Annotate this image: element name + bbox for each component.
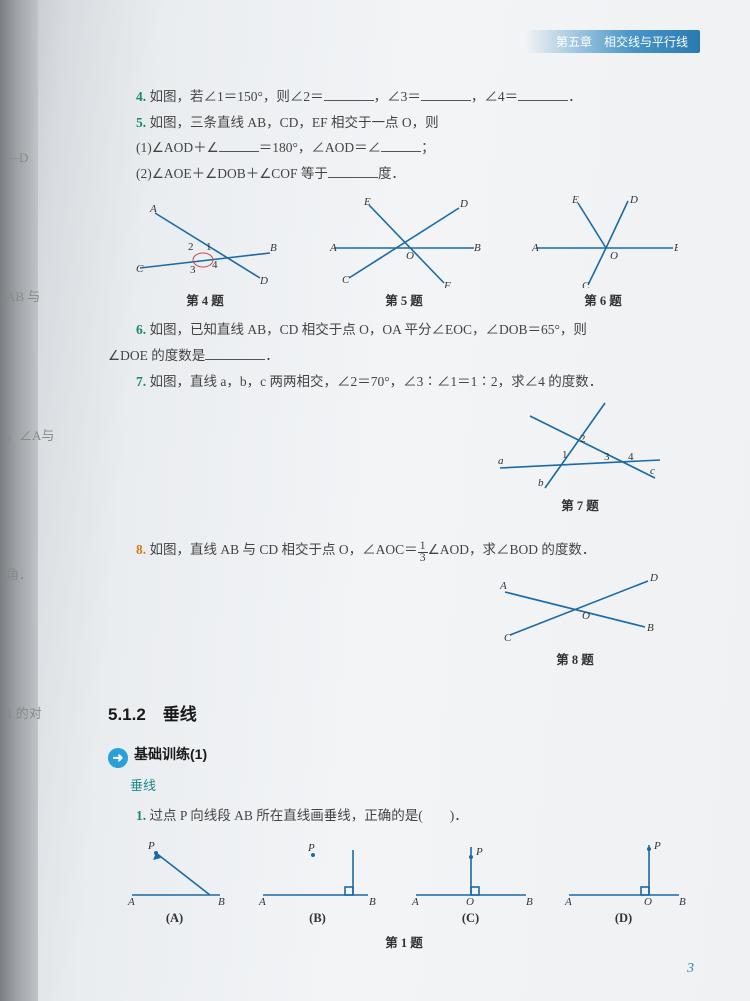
figure-8: A B C D O 第 8 题 <box>490 567 660 673</box>
question-8: 8. 如图，直线 AB 与 CD 相交于点 O，∠AOC＝13∠AOD，求∠BO… <box>108 537 700 563</box>
figure-5: A B C D E F O 第 5 题 <box>324 193 484 314</box>
question-7: 7. 如图，直线 a，b，c 两两相交，∠2＝70°，∠3∶∠1＝1∶2，求∠4… <box>108 369 700 395</box>
fig1-caption: 第 1 题 <box>108 932 700 956</box>
svg-text:C: C <box>342 274 350 286</box>
svg-text:1: 1 <box>562 449 568 461</box>
svg-text:B: B <box>218 896 225 905</box>
svg-text:C: C <box>136 263 144 275</box>
svg-text:A: A <box>411 896 419 905</box>
option-a: P A B (A) <box>120 835 230 931</box>
svg-text:A: A <box>127 896 135 905</box>
svg-text:E: E <box>571 194 579 206</box>
svg-text:D: D <box>459 198 468 210</box>
svg-text:O: O <box>466 896 474 905</box>
svg-text:D: D <box>629 194 638 206</box>
chapter-header: 第五章 相交线与平行线 <box>526 30 700 53</box>
page-content: 第五章 相交线与平行线 4. 如图，若∠1＝150°，则∠2＝，∠3＝，∠4＝．… <box>58 0 740 1001</box>
options-row: P A B (A) P A B (B) <box>108 835 700 931</box>
svg-text:b: b <box>538 477 544 489</box>
option-d: P O A B (D) <box>559 835 689 931</box>
figure-7: a b c 1 2 3 4 第 7 题 <box>490 398 670 519</box>
svg-text:O: O <box>644 896 652 905</box>
question-5: 5. 如图，三条直线 AB，CD，EF 相交于一点 O，则 <box>108 110 700 136</box>
figure-6: A B E D C O 第 6 题 <box>528 193 678 314</box>
question-1b: 1. 过点 P 向线段 AB 所在直线画垂线，正确的是( )． <box>108 803 700 829</box>
question-6-line2: ∠DOE 的度数是． <box>108 343 700 369</box>
svg-text:E: E <box>363 196 371 208</box>
svg-text:O: O <box>610 250 618 262</box>
section-title: 5.1.2 垂线 <box>108 699 700 731</box>
option-c: P O A B (C) <box>406 835 536 931</box>
subsection-head: ➜基础训练(1) <box>108 741 700 768</box>
svg-text:a: a <box>498 455 504 467</box>
svg-text:A: A <box>564 896 572 905</box>
question-4: 4. 如图，若∠1＝150°，则∠2＝，∠3＝，∠4＝． <box>108 84 700 110</box>
figure-4: A C B D 2 1 3 4 第 4 题 <box>130 198 280 314</box>
svg-text:D: D <box>259 275 268 287</box>
svg-text:B: B <box>647 622 654 634</box>
svg-text:3: 3 <box>190 264 196 276</box>
question-5-sub2: (2)∠AOE＋∠DOB＋∠COF 等于度． <box>108 161 700 187</box>
svg-text:P: P <box>475 846 483 858</box>
svg-text:P: P <box>653 840 661 852</box>
svg-text:A: A <box>499 580 507 592</box>
svg-text:B: B <box>369 896 376 905</box>
svg-text:P: P <box>307 842 315 854</box>
svg-text:B: B <box>526 896 533 905</box>
svg-text:B: B <box>679 896 686 905</box>
svg-text:P: P <box>147 840 155 852</box>
left-page-bleed: —D AB 与 ，∠A与 角． 1 的对 <box>0 0 58 1001</box>
svg-text:B: B <box>674 242 678 254</box>
option-b: P A B (B) <box>253 835 383 931</box>
question-6: 6. 如图，已知直线 AB，CD 相交于点 O，OA 平分∠EOC，∠DOB＝6… <box>108 317 700 343</box>
svg-text:C: C <box>504 632 512 644</box>
svg-text:B: B <box>270 242 277 254</box>
svg-text:1: 1 <box>206 241 212 253</box>
svg-text:c: c <box>650 465 655 477</box>
svg-text:2: 2 <box>580 433 586 445</box>
svg-text:A: A <box>149 203 157 215</box>
svg-text:3: 3 <box>604 451 610 463</box>
svg-text:A: A <box>329 242 337 254</box>
topic-label: 垂线 <box>130 774 700 799</box>
page-number: 3 <box>687 961 694 977</box>
svg-text:O: O <box>406 250 414 262</box>
svg-text:A: A <box>258 896 266 905</box>
svg-text:C: C <box>582 280 590 288</box>
question-5-sub1: (1)∠AOD＋∠＝180°，∠AOD＝∠； <box>108 135 700 161</box>
svg-text:F: F <box>443 280 451 288</box>
svg-text:D: D <box>649 572 658 584</box>
svg-text:A: A <box>531 242 539 254</box>
svg-text:B: B <box>474 242 481 254</box>
svg-text:4: 4 <box>628 451 634 463</box>
svg-text:4: 4 <box>212 259 218 271</box>
arrow-icon: ➜ <box>108 748 128 768</box>
svg-text:2: 2 <box>188 241 194 253</box>
figure-row-456: A C B D 2 1 3 4 第 4 题 A B C <box>108 193 700 314</box>
svg-text:O: O <box>582 610 590 622</box>
